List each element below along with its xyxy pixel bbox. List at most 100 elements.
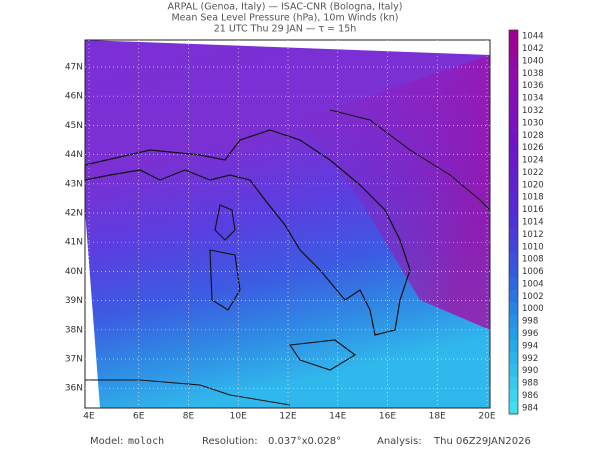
lon-label: 16E	[379, 412, 396, 422]
header-line: ARPAL (Genoa, Italy) — ISAC-CNR (Bologna…	[168, 2, 403, 13]
colorbar-label: 998	[522, 317, 538, 327]
colorbar-label: 1006	[522, 267, 544, 277]
colorbar-label: 1036	[522, 81, 544, 91]
header-line: 21 UTC Thu 29 JAN — τ = 15h	[214, 24, 357, 35]
footer-value: 0.037°x0.028°	[268, 436, 341, 447]
coastline	[84, 129, 411, 336]
map-frame	[84, 39, 491, 409]
colorbar-label: 994	[522, 341, 538, 351]
colorbar-swatch	[509, 352, 518, 365]
colorbar-swatch	[509, 277, 518, 291]
colorbar-swatch	[509, 339, 518, 353]
colorbar-label: 1004	[522, 279, 544, 289]
colorbar-swatch	[509, 30, 518, 43]
colorbar-label: 1018	[522, 193, 544, 203]
lat-label: 41N	[65, 238, 83, 248]
colorbar-swatch	[509, 240, 518, 254]
lat-label: 44N	[65, 150, 83, 160]
footer-label: Analysis:	[377, 436, 422, 447]
colorbar-swatch	[509, 203, 518, 217]
coastline	[85, 379, 291, 406]
colorbar-swatch	[509, 327, 518, 340]
colorbar-swatch	[509, 166, 518, 179]
footer-label: Model:	[90, 436, 123, 447]
colorbar-label: 996	[522, 329, 538, 339]
footer-label: Resolution:	[202, 436, 258, 447]
colorbar-swatch	[509, 129, 518, 142]
lat-label: 38N	[65, 325, 83, 335]
lat-label: 43N	[65, 179, 83, 189]
colorbar-swatch	[509, 178, 518, 192]
colorbar-swatch	[509, 67, 518, 80]
colorbar-label: 1032	[522, 106, 544, 116]
colorbar-label: 988	[522, 379, 538, 389]
colorbar-label: 1038	[522, 69, 544, 79]
lon-label: 10E	[230, 412, 247, 422]
colorbar-swatch	[509, 104, 518, 118]
colorbar-label: 1022	[522, 168, 544, 178]
lon-label: 14E	[329, 412, 346, 422]
colorbar-label: 1020	[522, 180, 544, 190]
colorbar-swatch	[509, 79, 518, 93]
colorbar-label: 1014	[522, 218, 544, 228]
lat-label: 39N	[65, 296, 83, 306]
colorbar-label: 992	[522, 354, 538, 364]
colorbar-swatch	[509, 116, 518, 130]
lat-label: 47N	[65, 63, 83, 73]
colorbar-label: 1000	[522, 304, 544, 314]
colorbar-label: 1016	[522, 205, 544, 215]
colorbar-swatch	[509, 376, 518, 390]
colorbar-label: 1042	[522, 44, 544, 54]
lon-label: 8E	[183, 412, 195, 422]
colorbar-swatch	[509, 314, 518, 328]
colorbar-label: 1028	[522, 131, 544, 141]
colorbar-swatch	[509, 302, 518, 316]
lat-label: 36N	[65, 384, 83, 394]
colorbar-label: 1012	[522, 230, 544, 240]
colorbar-swatch	[509, 54, 518, 68]
colorbar-swatch	[509, 228, 518, 241]
lat-label: 37N	[65, 355, 83, 365]
colorbar-label: 984	[522, 403, 538, 413]
colorbar-swatch	[509, 191, 518, 204]
footer-value: moloch	[128, 436, 164, 447]
colorbar-label: 986	[522, 391, 538, 401]
colorbar-swatch	[509, 290, 518, 303]
footer-value: Thu 06Z29JAN2026	[433, 436, 531, 447]
colorbar-swatch	[509, 389, 518, 402]
colorbar-label: 1024	[522, 156, 544, 166]
map-field	[84, 39, 491, 409]
colorbar-swatch	[509, 91, 518, 105]
lat-label: 45N	[65, 121, 83, 131]
colorbar-label: 990	[522, 366, 538, 376]
lon-label: 12E	[279, 412, 296, 422]
colorbar-swatch	[509, 401, 518, 415]
colorbar-swatch	[509, 364, 518, 378]
lat-label: 40N	[65, 267, 83, 277]
high-pressure-area	[300, 55, 490, 330]
colorbar-label: 1030	[522, 118, 544, 128]
lat-label: 42N	[65, 209, 83, 219]
lon-label: 20E	[478, 412, 495, 422]
colorbar-label: 1010	[522, 242, 544, 252]
islands	[209, 204, 356, 371]
colorbar-frame	[508, 29, 519, 415]
colorbar-label: 1044	[522, 32, 544, 42]
colorbar-swatch	[509, 141, 518, 155]
colorbar-swatch	[509, 252, 518, 266]
lat-label: 46N	[65, 92, 83, 102]
colorbar-label: 1008	[522, 255, 544, 265]
colorbar-swatch	[509, 215, 518, 229]
colorbar-swatch	[509, 153, 518, 167]
coastline	[329, 109, 491, 211]
colorbar-label: 1026	[522, 143, 544, 153]
colorbar-label: 1040	[522, 56, 544, 66]
lon-label: 18E	[429, 412, 446, 422]
colorbar-label: 1002	[522, 292, 544, 302]
header-line: Mean Sea Level Pressure (hPa), 10m Winds…	[171, 13, 398, 24]
colorbar-label: 1034	[522, 94, 544, 104]
lon-label: 6E	[133, 412, 145, 422]
lon-label: 4E	[83, 412, 95, 422]
colorbar-swatch	[509, 265, 518, 279]
